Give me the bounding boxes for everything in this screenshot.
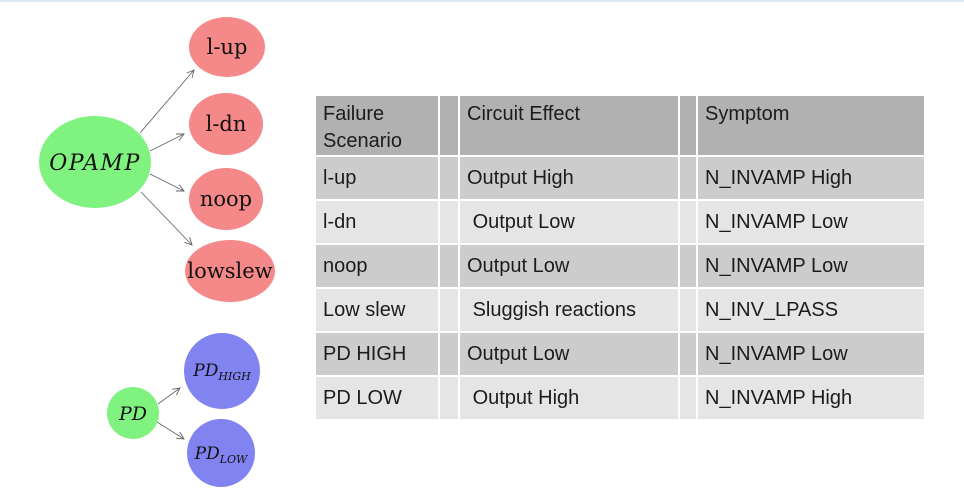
node-lowslew — [185, 240, 275, 302]
spacer-cell — [438, 331, 460, 377]
node-noop-label: noop — [200, 187, 252, 211]
spacer-cell — [438, 155, 460, 201]
table-row: PD HIGH Output Low N_INVAMP Low — [314, 331, 926, 377]
spacer-cell — [678, 243, 698, 289]
node-pd — [107, 387, 159, 439]
cell-effect: Output Low — [458, 199, 680, 245]
node-pd-low-label: PDLOW — [194, 444, 249, 466]
spacer-cell — [438, 199, 460, 245]
top-border-line — [0, 0, 964, 2]
arrow-opamp-to-noop — [149, 173, 184, 191]
node-pd-label: PD — [118, 403, 147, 425]
opamp-tree-edges — [139, 70, 194, 245]
cell-scenario: PD HIGH — [314, 331, 440, 377]
failure-mode-diagram: OPAMP l-up l-dn noop lowslew PD PDHIGH P… — [39, 17, 275, 487]
spacer-cell — [438, 375, 460, 421]
pd-low-subscript: LOW — [219, 453, 249, 466]
pd-high-base: PD — [192, 361, 218, 381]
spacer-cell — [678, 375, 698, 421]
node-lup — [189, 17, 265, 77]
spacer-cell — [438, 287, 460, 333]
table-row: l-up Output High N_INVAMP High — [314, 155, 926, 201]
header-symptom: Symptom — [696, 94, 926, 157]
arrow-opamp-to-lowslew — [140, 191, 192, 245]
cell-scenario: l-up — [314, 155, 440, 201]
arrow-opamp-to-ldn — [149, 134, 184, 152]
failure-scenario-table: Failure Scenario Circuit Effect Symptom … — [314, 94, 926, 421]
cell-scenario: noop — [314, 243, 440, 289]
node-pd-low — [187, 419, 255, 487]
node-lowslew-label: lowslew — [187, 259, 272, 283]
cell-symptom: N_INVAMP High — [696, 155, 926, 201]
spacer-cell — [678, 199, 698, 245]
spacer-cell — [438, 243, 460, 289]
cell-symptom: N_INV_LPASS — [696, 287, 926, 333]
spacer-cell — [678, 155, 698, 201]
cell-symptom: N_INVAMP Low — [696, 243, 926, 289]
spacer-cell — [678, 287, 698, 333]
pd-low-base: PD — [194, 444, 220, 464]
pd-tree-edges — [156, 388, 184, 439]
node-ldn-label: l-dn — [206, 112, 247, 136]
cell-effect: Output High — [458, 155, 680, 201]
spacer-cell — [678, 94, 698, 157]
cell-symptom: N_INVAMP Low — [696, 331, 926, 377]
node-lup-label: l-up — [207, 35, 248, 59]
cell-effect: Sluggish reactions — [458, 287, 680, 333]
table-row: Low slew Sluggish reactions N_INV_LPASS — [314, 287, 926, 333]
spacer-cell — [438, 94, 460, 157]
header-failure-scenario: Failure Scenario — [314, 94, 440, 157]
table-header-row: Failure Scenario Circuit Effect Symptom — [314, 94, 926, 157]
node-ldn — [189, 93, 263, 155]
table-row: PD LOW Output High N_INVAMP High — [314, 375, 926, 421]
cell-symptom: N_INVAMP Low — [696, 199, 926, 245]
cell-scenario: l-dn — [314, 199, 440, 245]
cell-scenario: Low slew — [314, 287, 440, 333]
node-pd-high-label: PDHIGH — [192, 361, 251, 383]
cell-effect: Output Low — [458, 243, 680, 289]
arrow-pd-to-pdhigh — [157, 388, 180, 405]
node-noop — [189, 168, 263, 230]
table-row: l-dn Output Low N_INVAMP Low — [314, 199, 926, 245]
cell-effect: Output High — [458, 375, 680, 421]
cell-effect: Output Low — [458, 331, 680, 377]
header-circuit-effect: Circuit Effect — [458, 94, 680, 157]
cell-scenario: PD LOW — [314, 375, 440, 421]
table-row: noop Output Low N_INVAMP Low — [314, 243, 926, 289]
arrow-pd-to-pdlow — [156, 421, 184, 439]
node-pd-high — [184, 333, 260, 409]
node-opamp — [39, 116, 151, 208]
node-opamp-label: OPAMP — [49, 151, 141, 176]
spacer-cell — [678, 331, 698, 377]
pd-high-subscript: HIGH — [217, 370, 251, 383]
cell-symptom: N_INVAMP High — [696, 375, 926, 421]
arrow-opamp-to-lup — [139, 70, 194, 134]
